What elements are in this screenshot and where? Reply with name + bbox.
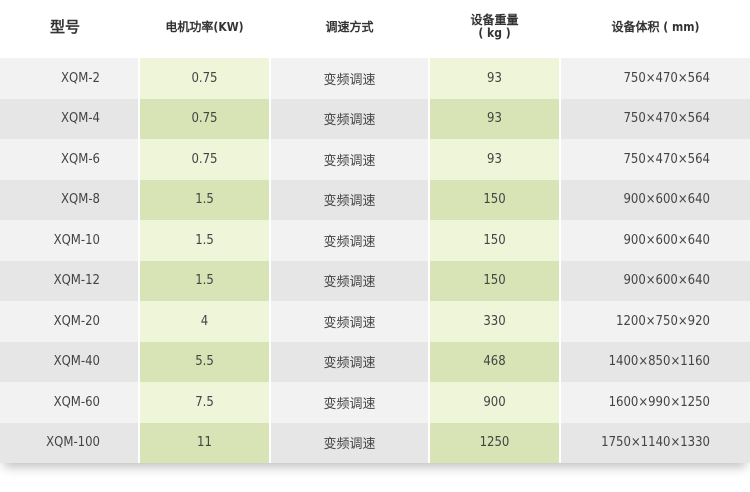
cell-weight: 93 xyxy=(430,98,559,139)
cell-volume: 750×470×564 xyxy=(561,98,750,139)
table-row: XQM-10 1.5 变频调速 150 900×600×640 xyxy=(0,220,750,261)
cell-model: XQM-60 xyxy=(0,382,138,423)
table-row: XQM-12 1.5 变频调速 150 900×600×640 xyxy=(0,260,750,301)
cell-speed: 变频调速 xyxy=(271,422,428,463)
header-speed: 调速方式 xyxy=(325,19,374,34)
cell-power: 1.5 xyxy=(140,260,269,301)
cell-model: XQM-2 xyxy=(0,58,138,99)
table-row: XQM-2 0.75 变频调速 93 750×470×564 xyxy=(0,58,750,99)
cell-speed: 变频调速 xyxy=(271,341,428,382)
cell-speed: 变频调速 xyxy=(271,179,428,220)
cell-model: XQM-100 xyxy=(0,422,138,463)
cell-speed: 变频调速 xyxy=(271,382,428,423)
cell-power: 4 xyxy=(140,301,269,342)
cell-model: XQM-40 xyxy=(0,341,138,382)
cell-weight: 93 xyxy=(430,58,559,99)
spec-table: XQM-2 0.75 变频调速 93 750×470×564 XQM-4 0.75 变频调速 9… xyxy=(0,58,750,463)
cell-power: 1.5 xyxy=(140,179,269,220)
cell-volume: 900×600×640 xyxy=(561,179,750,220)
cell-speed: 变频调速 xyxy=(271,301,428,342)
cell-speed: 变频调速 xyxy=(271,260,428,301)
cell-volume: 1600×990×1250 xyxy=(561,382,750,423)
header-model: 型号 xyxy=(49,17,80,36)
cell-model: XQM-4 xyxy=(0,98,138,139)
header-weight-unit: ( kg ) xyxy=(478,26,511,40)
cell-model: XQM-20 xyxy=(0,301,138,342)
cell-model: XQM-12 xyxy=(0,260,138,301)
header-power: 电机功率(KW) xyxy=(165,19,244,34)
cell-power: 0.75 xyxy=(140,139,269,180)
header-weight: 设备重量( kg ) xyxy=(430,0,559,54)
table-header: 型号 电机功率(KW) 调速方式 设备重量( kg ) 设备体积 ( mm) xyxy=(0,0,750,54)
cell-weight: 93 xyxy=(430,139,559,180)
cell-power: 11 xyxy=(140,422,269,463)
cell-weight: 150 xyxy=(430,220,559,261)
cell-model: XQM-10 xyxy=(0,220,138,261)
cell-volume: 750×470×564 xyxy=(561,139,750,180)
cell-speed: 变频调速 xyxy=(271,58,428,99)
header-volume: 设备体积 ( mm) xyxy=(611,19,700,34)
table-row: XQM-60 7.5 变频调速 900 1600×990×1250 xyxy=(0,382,750,423)
cell-volume: 1200×750×920 xyxy=(561,301,750,342)
cell-volume: 900×600×640 xyxy=(561,260,750,301)
table-row: XQM-20 4 变频调速 330 1200×750×920 xyxy=(0,301,750,342)
table-row: XQM-6 0.75 变频调速 93 750×470×564 xyxy=(0,139,750,180)
cell-weight: 468 xyxy=(430,341,559,382)
cell-volume: 1750×1140×1330 xyxy=(561,422,750,463)
cell-power: 1.5 xyxy=(140,220,269,261)
table-row: XQM-40 5.5 变频调速 468 1400×850×1160 xyxy=(0,341,750,382)
cell-power: 7.5 xyxy=(140,382,269,423)
table-row: XQM-100 11 变频调速 1250 1750×1140×1330 xyxy=(0,422,750,463)
cell-weight: 900 xyxy=(430,382,559,423)
cell-volume: 750×470×564 xyxy=(561,58,750,99)
cell-model: XQM-8 xyxy=(0,179,138,220)
cell-power: 0.75 xyxy=(140,58,269,99)
cell-speed: 变频调速 xyxy=(271,98,428,139)
cell-volume: 900×600×640 xyxy=(561,220,750,261)
cell-weight: 150 xyxy=(430,179,559,220)
cell-power: 5.5 xyxy=(140,341,269,382)
table-row: XQM-8 1.5 变频调速 150 900×600×640 xyxy=(0,179,750,220)
cell-weight: 1250 xyxy=(430,422,559,463)
cell-weight: 330 xyxy=(430,301,559,342)
cell-speed: 变频调速 xyxy=(271,139,428,180)
table-row: XQM-4 0.75 变频调速 93 750×470×564 xyxy=(0,98,750,139)
header-weight-label: 设备重量 xyxy=(470,13,519,27)
cell-weight: 150 xyxy=(430,260,559,301)
cell-volume: 1400×850×1160 xyxy=(561,341,750,382)
cell-model: XQM-6 xyxy=(0,139,138,180)
cell-power: 0.75 xyxy=(140,98,269,139)
cell-speed: 变频调速 xyxy=(271,220,428,261)
